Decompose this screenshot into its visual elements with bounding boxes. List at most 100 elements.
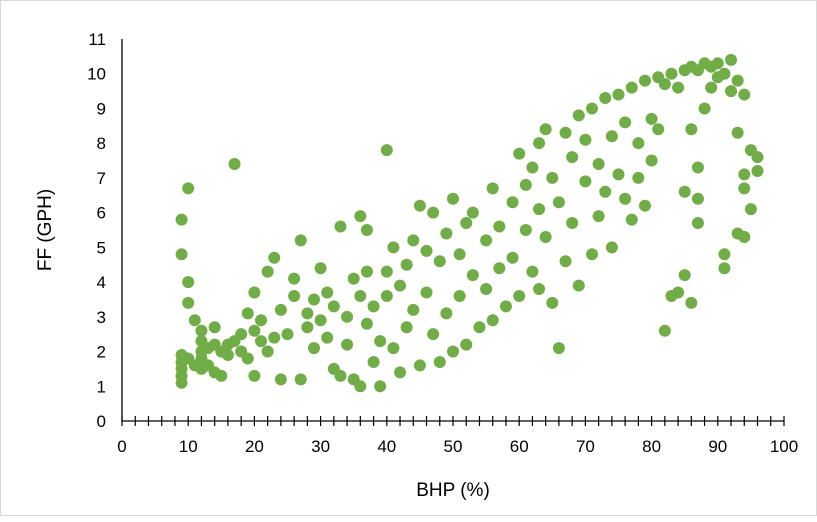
data-point [241,307,254,320]
data-point [175,213,188,226]
data-point [248,369,261,382]
data-point [241,352,254,365]
data-point [274,373,287,386]
data-point [480,234,493,247]
data-point [625,81,638,94]
data-point [711,57,724,70]
tick-labels: 0 10 20 30 40 50 60 70 80 90 100 0 1 2 3 4 5 6 7 8 9 10 11 [87,30,798,456]
data-point [566,151,579,164]
data-point [499,300,512,313]
data-point [731,74,744,87]
data-point [314,314,327,327]
data-point [460,217,473,230]
data-point [579,133,592,146]
data-point [420,244,433,257]
data-point [599,185,612,198]
data-point [533,283,546,296]
y-tick-label: 0 [97,412,106,431]
data-point [400,321,413,334]
y-tick-label: 10 [87,65,106,84]
y-tick-label: 2 [97,343,106,362]
data-point [493,262,506,275]
data-point [327,300,340,313]
data-point [612,88,625,101]
y-tick-label: 5 [97,238,106,257]
data-point [387,241,400,254]
data-point [374,380,387,393]
data-point [705,81,718,94]
x-tick-label: 100 [770,437,798,456]
data-point [480,283,493,296]
data-point [493,220,506,233]
data-point [526,161,539,174]
y-axis-title: FF (GPH) [35,189,56,271]
data-point [572,279,585,292]
data-point [738,182,751,195]
x-tick-label: 80 [642,437,661,456]
data-point [374,335,387,348]
data-point [559,255,572,268]
data-point [453,248,466,261]
data-point [261,265,274,278]
x-tick-label: 30 [311,437,330,456]
data-point [261,345,274,358]
data-point [433,255,446,268]
data-point [566,217,579,230]
data-point [294,373,307,386]
data-point [248,324,261,337]
x-tick-label: 90 [708,437,727,456]
x-tick-label: 20 [245,437,264,456]
x-tick-label: 50 [444,437,463,456]
data-point [751,164,764,177]
data-point [592,158,605,171]
data-point [175,248,188,261]
data-point [360,224,373,236]
data-point [341,310,354,323]
data-point [559,126,572,139]
data-point [526,265,539,278]
data-point [314,262,327,275]
data-point [466,269,479,282]
data-point [519,224,532,236]
data-point [288,289,301,302]
data-point [354,289,367,302]
data-point [182,182,195,195]
data-point [215,369,228,382]
data-point [731,126,744,139]
data-point [612,168,625,181]
axis-ticks [121,416,785,426]
data-point [347,272,360,285]
data-point [427,206,440,219]
data-point [255,314,268,327]
data-point [466,206,479,219]
y-tick-label: 7 [97,169,106,188]
data-point [513,147,526,160]
data-point [678,269,691,282]
data-point [447,192,459,205]
data-point [698,102,711,115]
data-point [605,130,618,143]
data-point [665,67,678,80]
data-point [718,262,731,275]
x-tick-label: 0 [117,437,126,456]
data-point [407,234,420,247]
y-tick-label: 4 [97,273,106,292]
data-point [354,210,367,223]
data-point [658,324,671,337]
data-point [619,192,632,205]
data-point [691,217,704,230]
data-point [182,276,195,289]
y-tick-label: 3 [97,308,106,327]
data-point [685,296,698,309]
data-point [307,293,320,306]
data-point [274,303,287,316]
data-point [546,171,559,184]
data-point [605,241,618,254]
data-point [625,213,638,226]
data-point [182,296,195,309]
data-point [341,338,354,351]
data-point [268,331,281,344]
data-point [751,151,764,164]
y-tick-label: 6 [97,204,106,223]
data-point [473,321,486,334]
